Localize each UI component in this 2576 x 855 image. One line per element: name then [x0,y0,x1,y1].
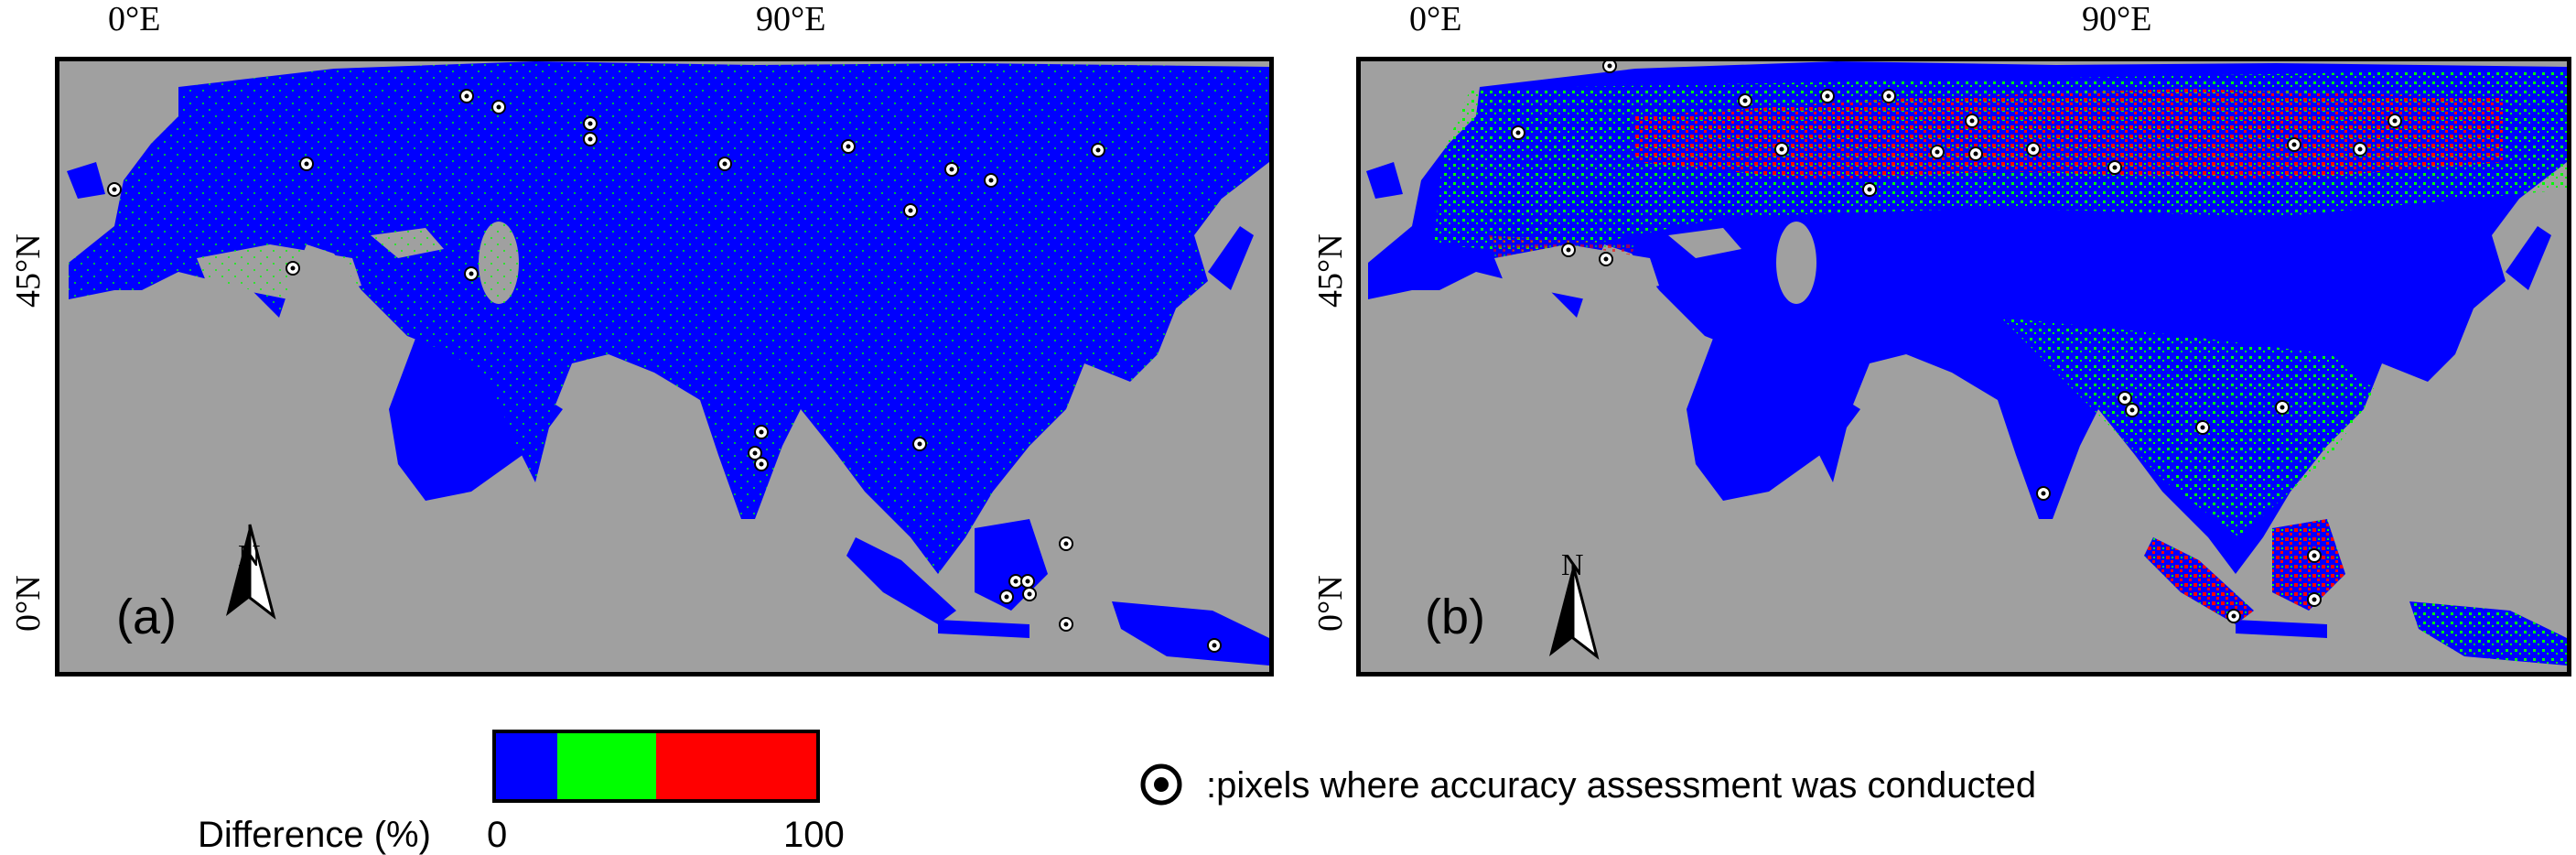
lat-label-45-b: 45°N [1311,233,1350,308]
map-frame-b: (b) N [1356,57,2571,676]
lon-label-90: 90°E [756,0,826,38]
eurasia-difference-map-b [1366,61,2567,666]
panel-label-b: (b) [1425,590,1485,644]
lat-label-0-b: 0°N [1311,575,1350,632]
british-isles [67,162,105,199]
sumatra [846,537,956,624]
legend-title: Difference (%) [198,815,431,855]
north-label-a: N [238,539,261,573]
north-arrow-icon [226,524,276,620]
legend-min-label: 0 [487,815,508,855]
arabia [1687,336,1860,501]
panel-label-a: (a) [116,590,177,644]
lat-label-45: 45°N [9,233,48,308]
legend-class-2 [656,733,816,799]
java [938,620,1029,638]
lon-label-0: 0°E [108,0,161,38]
high-difference-belt [1635,89,2505,180]
legend-color-bar [492,730,820,803]
north-arrow-icon [1549,564,1600,660]
legend-class-1 [556,733,656,799]
lon-label-0-b: 0°E [1409,0,1462,38]
arabia [389,336,563,501]
eurasia-difference-map-a [67,61,1269,666]
site-marker-icon [1140,763,1182,806]
legend-class-0 [496,733,557,799]
site-marker-note: :pixels where accuracy assessment was co… [1206,765,2037,806]
new-guinea [1112,601,1269,666]
north-label-b: N [1561,548,1584,582]
map-frame-a: (a) N [55,57,1274,676]
site-marker-dots-a [112,93,1217,648]
lon-label-90-b: 90°E [2082,0,2152,38]
japan [1208,226,1254,290]
lat-label-0: 0°N [9,575,48,632]
legend-max-label: 100 [783,815,845,855]
